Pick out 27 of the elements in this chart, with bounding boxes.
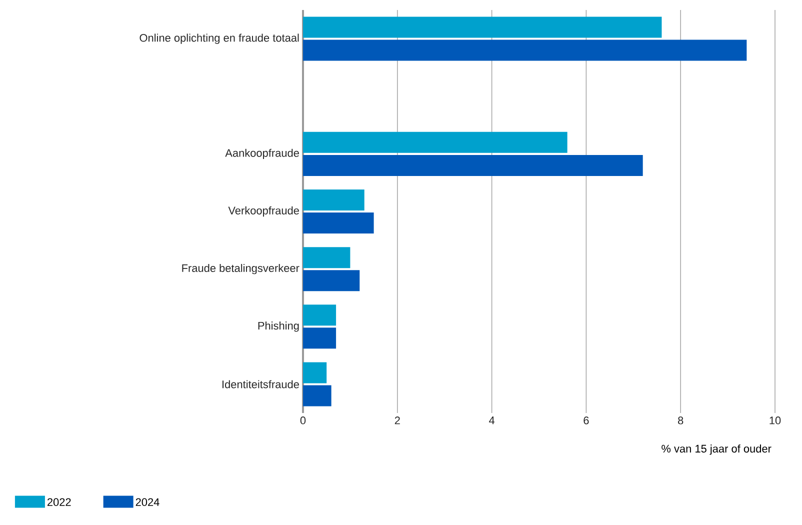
bar [302,154,643,176]
x-tick-label: 4 [489,416,495,424]
y-tick-label: Phishing [258,322,299,332]
bar [302,328,336,349]
x-tick-label: 10 [770,416,781,424]
legend-label: 2024 [136,498,160,506]
y-tick-label: Aankoopfraude [225,148,299,160]
x-axis-title: % van 15 jaar of ouder [662,444,772,455]
bar [302,190,364,211]
bar [302,247,350,268]
bar [302,212,374,234]
y-tick-label: Fraude betalingsverkeer [182,264,300,274]
bar [302,16,662,38]
bar [302,385,332,406]
x-tick-label: 2 [394,416,400,424]
y-tick-label: Online oplichting en fraude totaal [140,34,299,44]
legend-label: 2022 [47,498,71,506]
bar [302,362,327,384]
x-tick-label: 0 [300,416,306,424]
x-tick-label: 8 [678,416,684,424]
x-tick-label: 6 [584,416,589,424]
bar [302,132,568,153]
y-tick-label: Identiteitsfraude [222,380,299,388]
bar [302,304,336,326]
y-tick-label: Verkoopfraude [228,206,299,217]
bar [302,40,747,61]
bar [302,270,360,292]
